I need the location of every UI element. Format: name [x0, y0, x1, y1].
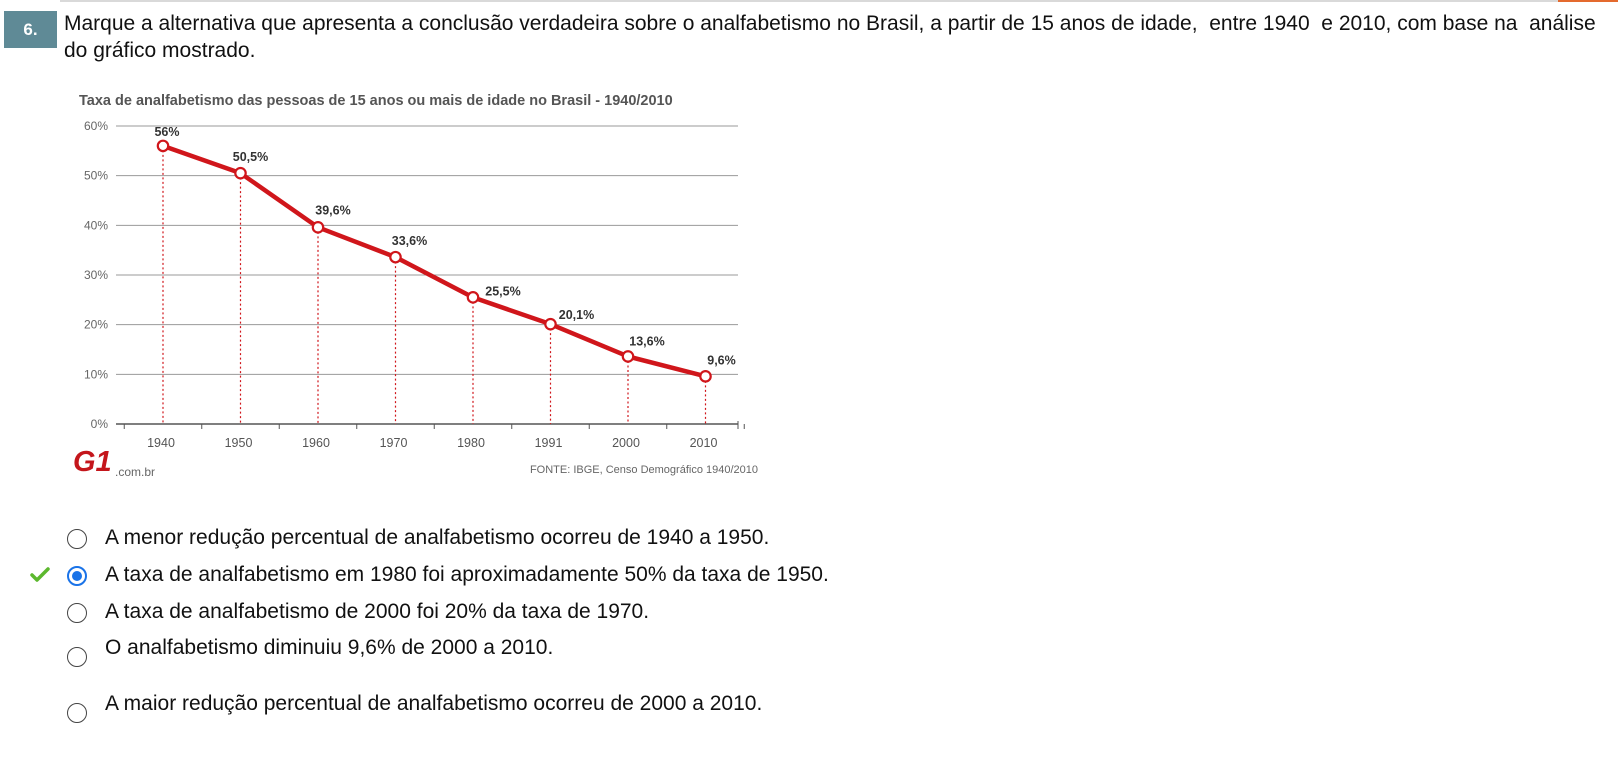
radio-button[interactable]: [67, 703, 87, 723]
data-point-marker: [389, 250, 402, 264]
y-tick-label: 60%: [84, 119, 108, 133]
data-label: 20,1%: [559, 308, 594, 322]
logo-domain-text: .com.br: [115, 465, 155, 479]
question-text: Marque a alternativa que apresenta a con…: [64, 12, 1602, 62]
data-point-marker: [544, 317, 557, 331]
x-tick-label: 1950: [225, 436, 253, 450]
data-point-marker: [156, 139, 170, 153]
y-tick-label: 10%: [84, 367, 108, 381]
checkmark-icon: [30, 567, 50, 582]
radio-button[interactable]: [67, 603, 87, 623]
answer-option[interactable]: A taxa de analfabetismo em 1980 foi apro…: [0, 557, 1618, 597]
data-label: 39,6%: [315, 203, 350, 217]
chart-source-note: FONTE: IBGE, Censo Demográfico 1940/2010: [530, 464, 758, 476]
answer-option-label[interactable]: A menor redução percentual de analfabeti…: [105, 526, 770, 549]
data-point-marker: [621, 350, 635, 363]
question-number-badge: 6.: [4, 11, 57, 48]
x-tick-label: 1970: [380, 436, 408, 450]
answer-option[interactable]: O analfabetismo diminuiu 9,6% de 2000 a …: [0, 630, 1618, 670]
top-accent-bar: [1558, 0, 1618, 2]
radio-button[interactable]: [67, 647, 87, 667]
answer-option[interactable]: A maior redução percentual de analfabeti…: [0, 686, 1618, 726]
y-tick-label: 20%: [84, 318, 108, 332]
y-tick-label: 0%: [91, 417, 109, 431]
x-tick-label: 1980: [457, 436, 485, 450]
answer-option-label[interactable]: A taxa de analfabetismo em 1980 foi apro…: [105, 563, 829, 586]
g1-logo-mark: G1: [73, 446, 112, 478]
radio-button[interactable]: [67, 529, 87, 549]
checkmark-stroke: [30, 567, 50, 582]
chart-title: Taxa de analfabetismo das pessoas de 15 …: [79, 93, 673, 109]
data-point-marker: [466, 291, 480, 304]
data-label: 56%: [154, 125, 179, 139]
illiteracy-line-chart: Taxa de analfabetismo das pessoas de 15 …: [73, 93, 758, 479]
y-tick-label: 30%: [84, 268, 108, 282]
x-tick-label: 1991: [535, 436, 563, 450]
data-label: 25,5%: [485, 284, 520, 298]
data-label: 13,6%: [629, 334, 664, 348]
data-point-marker: [699, 370, 712, 383]
series-line: [160, 143, 708, 379]
x-tick-label: 2000: [612, 436, 640, 450]
answer-option-label[interactable]: O analfabetismo diminuiu 9,6% de 2000 a …: [105, 636, 554, 659]
g1-logo: G1 .com.br: [73, 446, 155, 479]
data-point-marker: [234, 166, 247, 180]
radio-button-selected[interactable]: [67, 566, 87, 586]
data-label: 50,5%: [233, 150, 268, 164]
answer-option-label[interactable]: A maior redução percentual de analfabeti…: [105, 692, 763, 715]
answer-option[interactable]: A menor redução percentual de analfabeti…: [0, 520, 1618, 560]
data-point-marker: [311, 221, 325, 234]
answer-option-label[interactable]: A taxa de analfabetismo de 2000 foi 20% …: [105, 600, 650, 623]
data-label: 33,6%: [392, 234, 427, 248]
x-tick-label: 1940: [147, 436, 175, 450]
answer-option[interactable]: A taxa de analfabetismo de 2000 foi 20% …: [0, 594, 1618, 634]
y-tick-label: 40%: [84, 218, 108, 232]
x-tick-label: 2010: [690, 436, 718, 450]
data-label: 9,6%: [707, 353, 736, 367]
top-divider: [60, 0, 1618, 2]
y-tick-label: 50%: [84, 169, 108, 183]
x-tick-label: 1960: [302, 436, 330, 450]
